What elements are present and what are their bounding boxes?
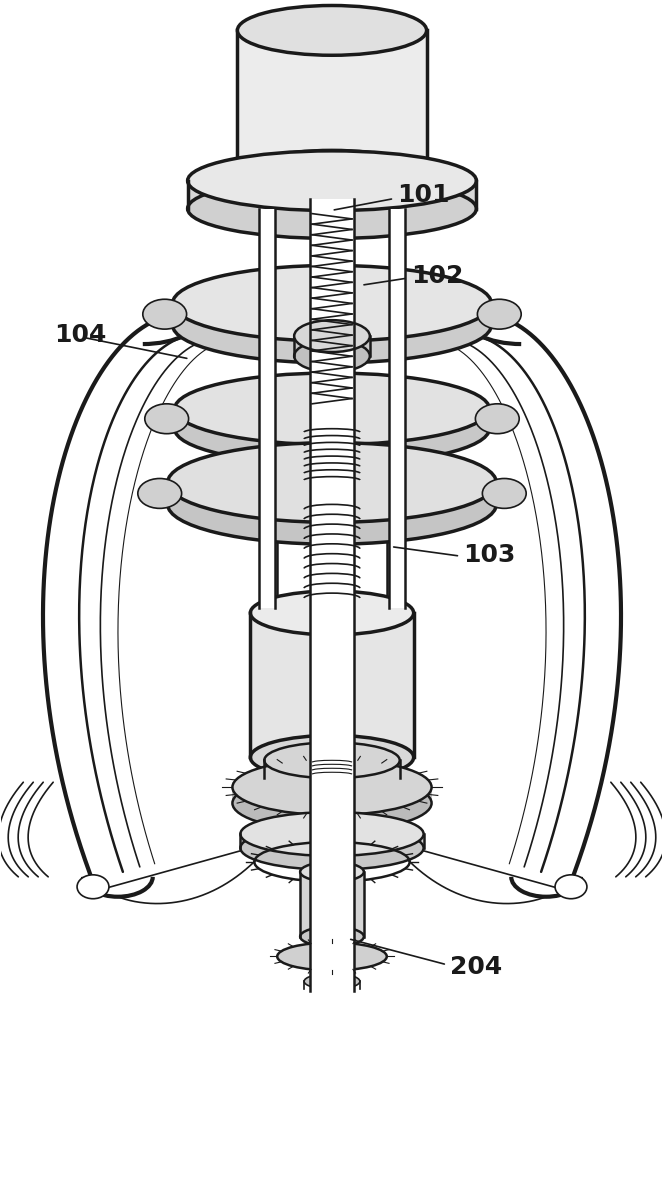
Bar: [310, 199, 354, 991]
Ellipse shape: [168, 443, 497, 523]
Ellipse shape: [477, 299, 521, 329]
Ellipse shape: [251, 591, 414, 635]
Bar: [188, 181, 477, 209]
Ellipse shape: [251, 735, 414, 779]
Bar: [233, 787, 432, 803]
Ellipse shape: [172, 288, 491, 363]
Bar: [294, 336, 370, 356]
Ellipse shape: [143, 299, 186, 329]
Ellipse shape: [241, 812, 424, 855]
Ellipse shape: [300, 927, 364, 946]
Ellipse shape: [237, 6, 426, 55]
Text: 101: 101: [398, 183, 450, 206]
Ellipse shape: [233, 759, 432, 815]
Bar: [237, 30, 426, 174]
Bar: [259, 209, 275, 608]
Ellipse shape: [265, 742, 400, 778]
Text: 102: 102: [410, 264, 463, 288]
Bar: [241, 834, 424, 848]
Bar: [265, 760, 400, 778]
Bar: [174, 409, 489, 428]
Text: 103: 103: [463, 543, 516, 567]
Ellipse shape: [294, 340, 370, 372]
Ellipse shape: [233, 775, 432, 832]
Ellipse shape: [174, 392, 489, 464]
Ellipse shape: [241, 826, 424, 870]
Ellipse shape: [172, 265, 491, 341]
Bar: [172, 303, 491, 326]
Bar: [251, 613, 414, 758]
Ellipse shape: [145, 403, 188, 434]
Ellipse shape: [174, 373, 489, 445]
Ellipse shape: [277, 942, 387, 970]
Text: 204: 204: [450, 956, 503, 979]
Ellipse shape: [77, 874, 109, 898]
Bar: [300, 872, 364, 937]
Ellipse shape: [475, 403, 519, 434]
Ellipse shape: [138, 478, 182, 508]
Ellipse shape: [304, 973, 360, 989]
Ellipse shape: [188, 179, 477, 239]
Text: 104: 104: [54, 323, 107, 347]
Ellipse shape: [300, 861, 364, 882]
Ellipse shape: [168, 464, 497, 544]
Ellipse shape: [265, 760, 400, 796]
Ellipse shape: [483, 478, 526, 508]
Ellipse shape: [294, 320, 370, 352]
Bar: [389, 209, 404, 608]
Ellipse shape: [188, 150, 477, 211]
Ellipse shape: [555, 874, 587, 898]
Bar: [168, 482, 497, 505]
